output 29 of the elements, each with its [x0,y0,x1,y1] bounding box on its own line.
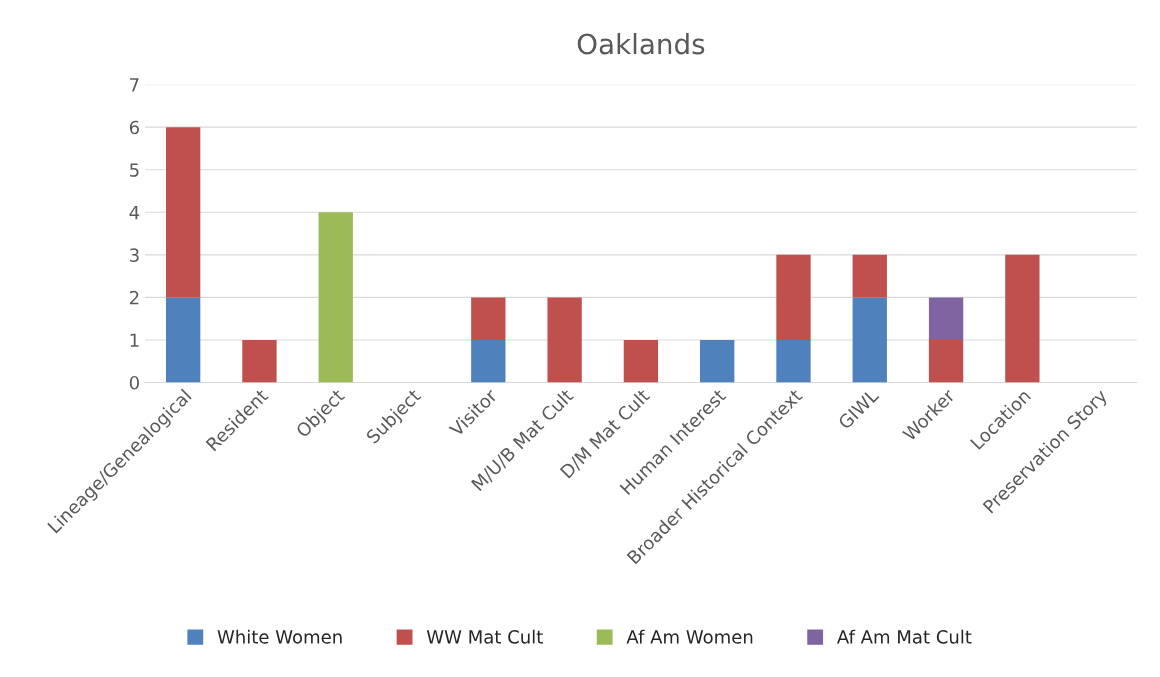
y-tick-label: 3 [130,248,139,262]
bar [165,127,201,298]
y-tick-label: 5 [130,163,139,177]
chart-title: Oaklands [577,32,705,55]
legend-label: Af Am Women [626,629,753,644]
y-tick-label: 7 [130,78,139,92]
y-tick-label: 4 [129,205,140,220]
legend-label: White Women [217,629,342,644]
y-tick-label: 0 [129,375,139,390]
bar [776,254,811,340]
bar [471,297,506,340]
legend-label: WW Mat Cult [426,629,543,644]
y-tick-label: 2 [129,290,139,305]
bar [852,254,887,298]
bar [700,339,735,383]
bar [318,212,353,383]
bar [928,297,964,340]
bar [1005,254,1040,383]
bar [471,339,506,383]
bar [928,339,964,383]
y-tick-label: 1 [130,333,139,347]
bar [242,339,277,383]
bar [776,339,811,383]
y-tick-label: 6 [129,120,139,135]
bar [165,297,201,383]
legend-label: Af Am Mat Cult [836,629,972,644]
bar [547,297,582,383]
bar [623,339,659,383]
bar [852,297,887,383]
